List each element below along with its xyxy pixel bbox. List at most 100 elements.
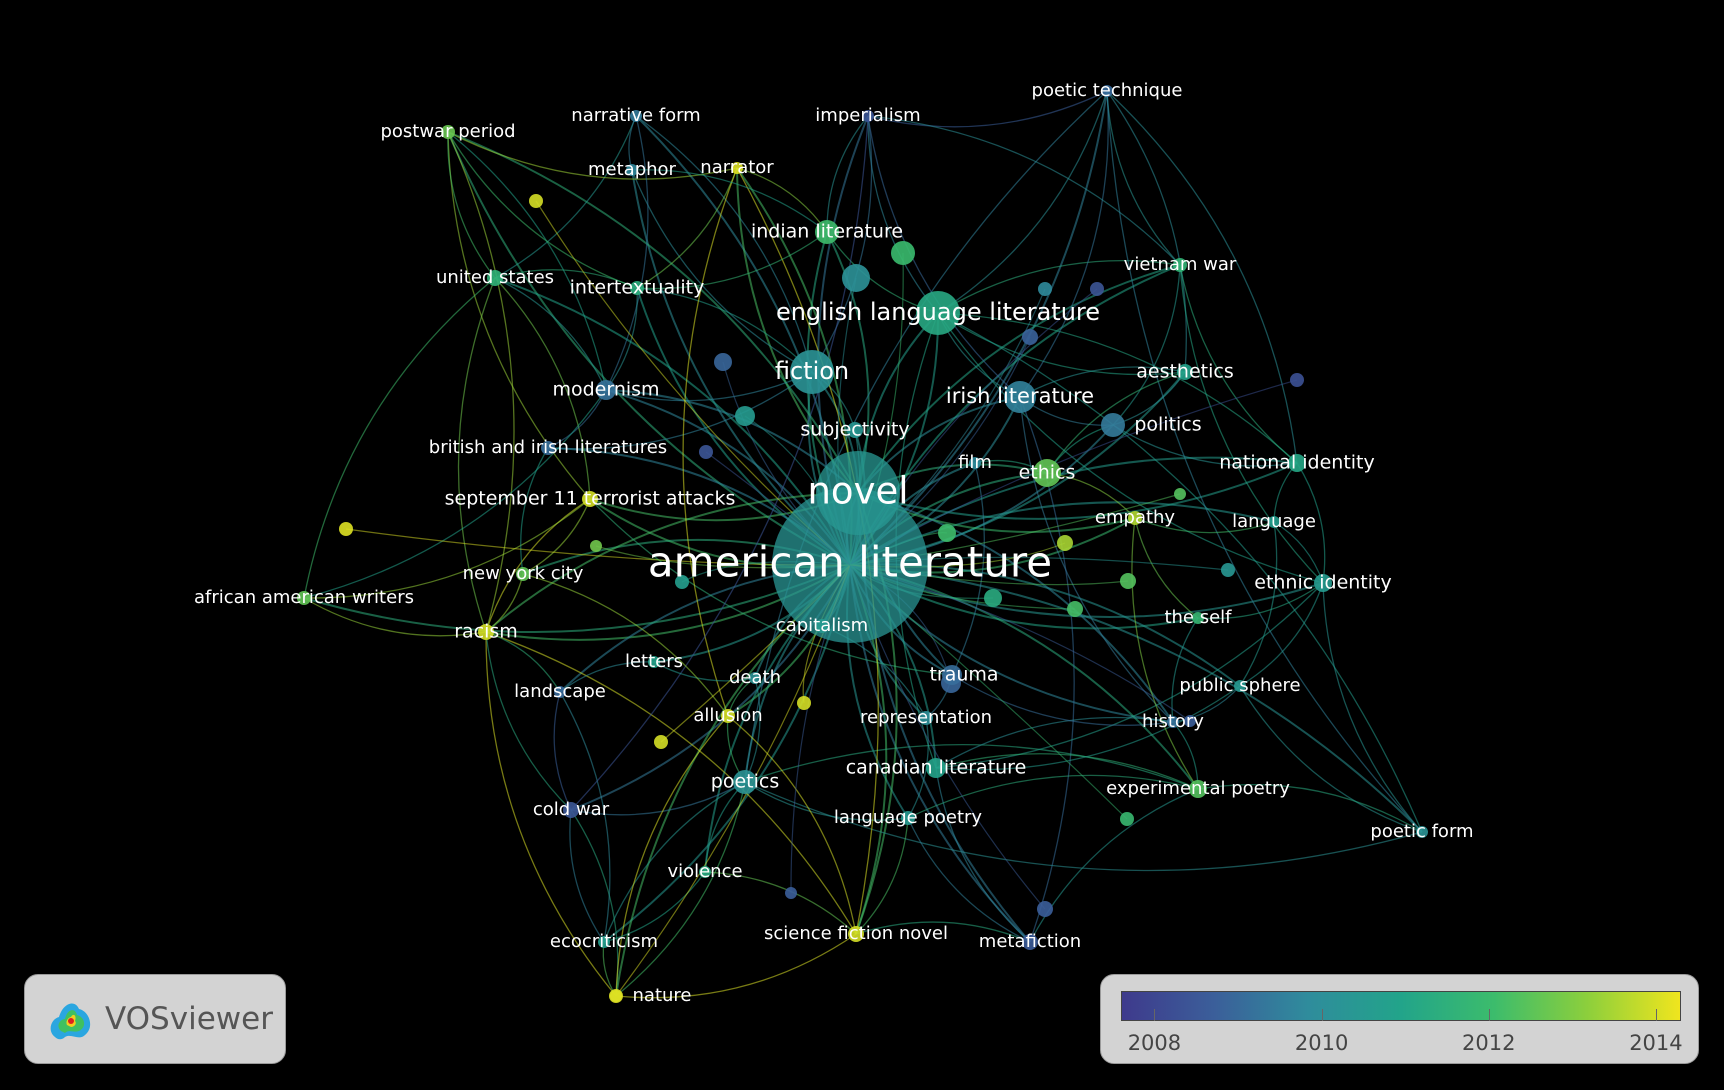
node-unlabeled-5[interactable] [1038, 282, 1052, 296]
label-capitalism[interactable]: capitalism [776, 615, 868, 636]
label-subjectivity[interactable]: subjectivity [800, 419, 909, 441]
node-american-literature[interactable] [772, 487, 928, 643]
label-september-11[interactable]: september 11 terrorist attacks [445, 488, 736, 510]
label-vietnam-war[interactable]: vietnam war [1124, 254, 1237, 275]
node-canadian-literature[interactable] [926, 758, 946, 778]
node-postwar-period[interactable] [441, 125, 455, 139]
label-african-american-writers[interactable]: african american writers [194, 587, 414, 608]
node-unlabeled-24[interactable] [675, 575, 689, 589]
label-fiction[interactable]: fiction [775, 357, 849, 385]
node-language-poetry[interactable] [901, 811, 915, 825]
node-landscape[interactable] [554, 686, 566, 698]
node-poetic-technique[interactable] [1101, 85, 1113, 97]
node-ecocriticism[interactable] [598, 936, 610, 948]
node-representation[interactable] [919, 711, 933, 725]
node-unlabeled-21[interactable] [1184, 715, 1196, 727]
label-imperialism[interactable]: imperialism [815, 105, 920, 126]
node-new-york-city[interactable] [516, 567, 530, 581]
node-racism[interactable] [478, 624, 494, 640]
node-history[interactable] [1167, 716, 1179, 728]
node-unlabeled-17[interactable] [1120, 812, 1134, 826]
label-poetics[interactable]: poetics [711, 771, 779, 793]
label-ethics[interactable]: ethics [1019, 462, 1076, 484]
node-vietnam-war[interactable] [1173, 258, 1187, 272]
label-language[interactable]: language [1232, 511, 1316, 532]
label-aesthetics[interactable]: aesthetics [1136, 361, 1234, 383]
label-history[interactable]: history [1142, 711, 1204, 732]
label-allusion[interactable]: allusion [693, 705, 762, 726]
label-intertextuality[interactable]: intertextuality [570, 277, 705, 299]
label-modernism[interactable]: modernism [552, 379, 659, 401]
label-empathy[interactable]: empathy [1095, 507, 1176, 528]
node-metafiction[interactable] [1022, 934, 1038, 950]
node-death[interactable] [749, 672, 761, 684]
node-poetic-form[interactable] [1416, 826, 1428, 838]
label-narrator[interactable]: narrator [700, 157, 774, 178]
node-irish-literature[interactable] [1004, 381, 1036, 413]
label-politics[interactable]: politics [1134, 414, 1201, 436]
label-letters[interactable]: letters [625, 651, 683, 672]
node-trauma[interactable] [942, 665, 962, 685]
label-united-states[interactable]: united states [436, 267, 554, 288]
node-ethics[interactable] [1033, 459, 1061, 487]
node-cold-war[interactable] [563, 802, 579, 818]
node-september-11[interactable] [582, 491, 598, 507]
node-unlabeled-1[interactable] [339, 522, 353, 536]
label-novel[interactable]: novel [807, 470, 908, 513]
node-british-and-irish-literatures[interactable] [541, 441, 555, 455]
node-intertextuality[interactable] [630, 281, 644, 295]
node-novel[interactable] [816, 451, 900, 535]
node-unlabeled-23[interactable] [699, 445, 713, 459]
node-unlabeled-8[interactable] [714, 353, 732, 371]
label-indian-literature[interactable]: indian literature [751, 221, 903, 243]
node-unlabeled-22[interactable] [590, 540, 602, 552]
vosviewer-logo[interactable]: VOSviewer [24, 974, 286, 1064]
node-unlabeled-25[interactable] [1057, 535, 1073, 551]
node-unlabeled-18[interactable] [785, 887, 797, 899]
node-narrative-form[interactable] [630, 110, 642, 122]
label-new-york-city[interactable]: new york city [463, 563, 584, 584]
label-the-self[interactable]: the self [1164, 607, 1232, 628]
label-film[interactable]: film [958, 452, 992, 473]
label-cold-war[interactable]: cold war [533, 799, 610, 820]
label-poetic-form[interactable]: poetic form [1370, 821, 1473, 842]
node-unlabeled-10[interactable] [842, 264, 870, 292]
label-metafiction[interactable]: metafiction [979, 931, 1081, 952]
node-imperialism[interactable] [862, 110, 874, 122]
label-nature[interactable]: nature [633, 985, 692, 1006]
node-unlabeled-27[interactable] [938, 524, 956, 542]
node-subjectivity[interactable] [847, 422, 863, 438]
node-narrator[interactable] [731, 162, 743, 174]
node-public-sphere[interactable] [1234, 680, 1246, 692]
node-national-identity[interactable] [1288, 454, 1306, 472]
node-aesthetics[interactable] [1177, 364, 1193, 380]
label-poetic-technique[interactable]: poetic technique [1032, 80, 1183, 101]
node-unlabeled-6[interactable] [1090, 282, 1104, 296]
node-film[interactable] [969, 457, 981, 469]
node-letters[interactable] [648, 656, 660, 668]
node-ethnic-identity[interactable] [1314, 574, 1332, 592]
label-american-literature[interactable]: american literature [648, 538, 1052, 587]
node-poetics[interactable] [733, 770, 757, 794]
node-unlabeled-20[interactable] [1037, 901, 1053, 917]
node-unlabeled-0[interactable] [1290, 373, 1304, 387]
label-ethnic-identity[interactable]: ethnic identity [1254, 572, 1391, 594]
label-british-and-irish-literatures[interactable]: british and irish literatures [429, 437, 667, 458]
node-unlabeled-9[interactable] [735, 406, 755, 426]
node-modernism[interactable] [596, 380, 616, 400]
node-empathy[interactable] [1128, 511, 1142, 525]
node-violence[interactable] [699, 866, 711, 878]
node-unlabeled-4[interactable] [797, 696, 811, 710]
node-unlabeled-3[interactable] [654, 735, 668, 749]
node-metaphor[interactable] [626, 164, 638, 176]
label-language-poetry[interactable]: language poetry [834, 807, 982, 828]
label-national-identity[interactable]: national identity [1219, 452, 1375, 474]
label-canadian-literature[interactable]: canadian literature [846, 757, 1027, 779]
node-science-fiction-novel[interactable] [848, 926, 864, 942]
node-unlabeled-13[interactable] [1120, 573, 1136, 589]
node-unlabeled-2[interactable] [529, 194, 543, 208]
label-science-fiction-novel[interactable]: science fiction novel [764, 923, 948, 944]
label-trauma[interactable]: trauma [929, 664, 998, 686]
label-postwar-period[interactable]: postwar period [380, 121, 515, 142]
